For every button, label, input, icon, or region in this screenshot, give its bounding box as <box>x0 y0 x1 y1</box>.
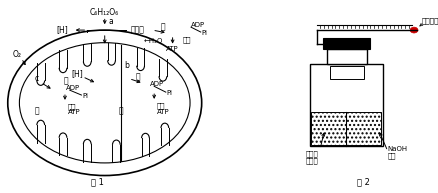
Text: 溶液: 溶液 <box>387 153 396 159</box>
Bar <box>310 64 382 146</box>
Text: ←H₂O: ←H₂O <box>143 38 162 44</box>
Text: 丙酮酸: 丙酮酸 <box>131 26 145 35</box>
Text: b: b <box>124 61 129 70</box>
Text: 培养液: 培养液 <box>305 158 318 164</box>
Bar <box>329 66 363 79</box>
Text: a: a <box>108 17 113 26</box>
Text: [H]: [H] <box>71 69 83 78</box>
Text: 图 1: 图 1 <box>90 178 103 187</box>
Text: ATP: ATP <box>68 109 80 115</box>
Text: 红色液滴: 红色液滴 <box>421 17 438 24</box>
Text: ATP: ATP <box>166 47 179 52</box>
Bar <box>311 112 346 146</box>
Bar <box>326 49 366 64</box>
Text: 图 2: 图 2 <box>357 178 369 187</box>
Text: 热能: 热能 <box>182 36 191 43</box>
Text: 热能: 热能 <box>157 102 165 109</box>
Text: 乙: 乙 <box>119 106 123 115</box>
Text: ADP: ADP <box>191 22 205 28</box>
Text: 甲: 甲 <box>35 106 39 115</box>
Text: 能: 能 <box>64 76 68 85</box>
Text: NaOH: NaOH <box>387 146 407 152</box>
Text: Pi: Pi <box>82 93 88 99</box>
Bar <box>322 38 370 49</box>
Text: 能: 能 <box>135 72 140 81</box>
Text: 热能: 热能 <box>68 103 76 110</box>
Bar <box>346 112 380 146</box>
Text: [H]: [H] <box>56 26 68 35</box>
Text: C₆H₁₂O₆: C₆H₁₂O₆ <box>90 8 119 17</box>
Text: c: c <box>35 74 39 83</box>
Ellipse shape <box>409 27 417 33</box>
Text: ATP: ATP <box>157 109 170 115</box>
Text: ADP: ADP <box>66 85 80 91</box>
Text: 能: 能 <box>160 23 165 32</box>
Text: O₂: O₂ <box>13 50 22 59</box>
Text: ADP: ADP <box>150 81 164 87</box>
Text: Pi: Pi <box>201 30 207 36</box>
Text: 酵母菌: 酵母菌 <box>305 150 318 157</box>
Text: Pi: Pi <box>166 90 173 96</box>
